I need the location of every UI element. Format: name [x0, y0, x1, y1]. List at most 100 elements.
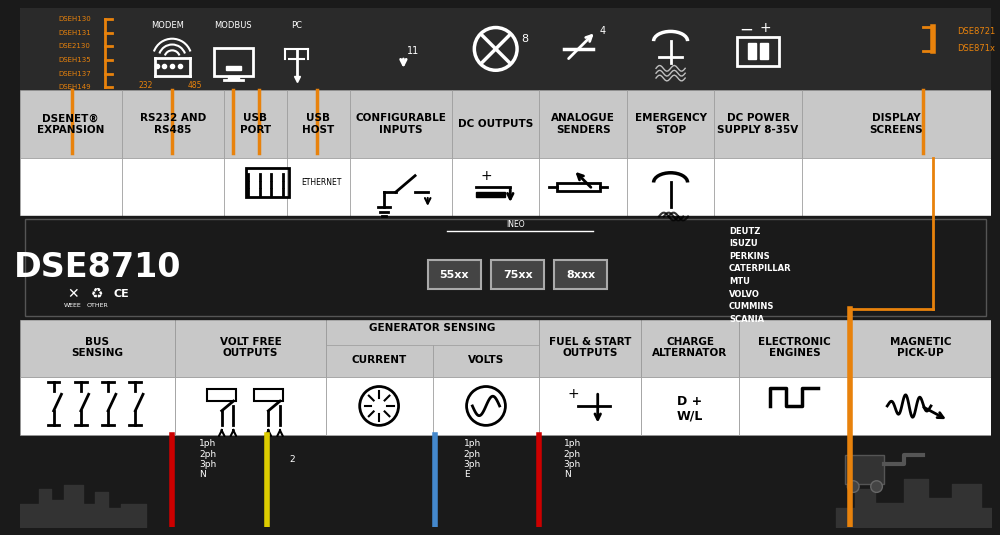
Text: ISUZU: ISUZU	[729, 239, 758, 248]
Bar	[627, 158, 714, 217]
Text: PERKINS: PERKINS	[729, 252, 770, 261]
Bar	[641, 318, 739, 377]
Text: GENERATOR SENSING: GENERATOR SENSING	[369, 323, 496, 333]
Bar	[428, 260, 481, 289]
Text: ANALOGUE
SENDERS: ANALOGUE SENDERS	[551, 113, 615, 135]
Bar	[739, 318, 850, 377]
Text: RS232 AND
RS485: RS232 AND RS485	[140, 113, 206, 135]
Text: FUEL & START
OUTPUTS: FUEL & START OUTPUTS	[549, 337, 632, 358]
Bar	[641, 377, 739, 435]
Text: MODBUS: MODBUS	[215, 21, 252, 29]
Text: CURRENT: CURRENT	[351, 355, 407, 365]
Bar	[539, 377, 641, 435]
Text: DSEН130: DSEН130	[59, 16, 91, 22]
Bar	[326, 377, 539, 435]
Text: DSEН135: DSEН135	[59, 57, 91, 63]
Text: VOLT FREE
OUTPUTS: VOLT FREE OUTPUTS	[220, 337, 281, 358]
Text: DSE871x: DSE871x	[957, 44, 995, 53]
Text: ELECTRONIC
ENGINES: ELECTRONIC ENGINES	[758, 337, 831, 358]
Text: EMERGENCY
STOP: EMERGENCY STOP	[635, 113, 707, 135]
Text: SCANIA: SCANIA	[729, 315, 764, 324]
Bar	[433, 345, 539, 377]
Bar	[224, 90, 287, 158]
Bar	[452, 90, 539, 158]
Circle shape	[871, 481, 882, 492]
Bar	[452, 158, 539, 217]
Bar	[20, 7, 991, 217]
Text: +: +	[480, 169, 492, 182]
Bar	[254, 389, 283, 401]
Text: DSEН137: DSEН137	[59, 71, 91, 77]
Bar	[714, 90, 802, 158]
Bar	[246, 168, 289, 197]
Text: 1ph
2ph
3ph
N: 1ph 2ph 3ph N	[199, 439, 217, 479]
Bar	[739, 377, 850, 435]
Text: 232: 232	[139, 81, 153, 90]
Bar	[207, 389, 236, 401]
Bar	[627, 90, 714, 158]
Text: DSE8710: DSE8710	[14, 251, 181, 284]
Bar	[287, 158, 350, 217]
Bar	[557, 184, 600, 191]
Bar	[20, 7, 991, 90]
Bar	[224, 158, 287, 217]
Text: WEEE: WEEE	[64, 303, 82, 308]
Text: DEUTZ: DEUTZ	[729, 226, 760, 235]
Bar	[850, 377, 991, 435]
Circle shape	[847, 481, 859, 492]
Text: DSE2130: DSE2130	[59, 43, 90, 49]
Bar	[737, 37, 779, 66]
Bar	[20, 158, 122, 217]
Text: 8xxx: 8xxx	[566, 270, 595, 280]
Bar	[350, 90, 452, 158]
Text: W/L: W/L	[677, 409, 703, 422]
Text: +: +	[568, 387, 579, 401]
Text: 485: 485	[187, 81, 202, 90]
Text: OTHER: OTHER	[86, 303, 108, 308]
Text: CUMMINS: CUMMINS	[729, 302, 774, 311]
Bar	[350, 158, 452, 217]
Bar	[850, 318, 991, 377]
Bar	[539, 318, 641, 377]
Bar	[539, 90, 627, 158]
Bar	[20, 217, 991, 318]
Bar	[802, 158, 991, 217]
Text: 8: 8	[521, 34, 528, 44]
Bar	[802, 90, 991, 158]
Bar	[539, 158, 627, 217]
Bar	[20, 90, 122, 158]
Text: 4: 4	[600, 26, 606, 36]
Bar	[122, 90, 224, 158]
Bar	[476, 192, 505, 197]
Text: MODEM: MODEM	[151, 21, 184, 29]
Bar	[25, 219, 986, 316]
Bar	[175, 377, 326, 435]
Text: +: +	[760, 20, 772, 35]
Text: 55xx: 55xx	[440, 270, 469, 280]
Bar	[326, 345, 433, 377]
Bar	[20, 377, 175, 435]
Bar	[326, 377, 433, 435]
Text: USB
PORT: USB PORT	[240, 113, 271, 135]
Text: INEO: INEO	[506, 220, 524, 229]
Text: 2: 2	[290, 455, 295, 464]
Text: BUS
SENSING: BUS SENSING	[71, 337, 123, 358]
Text: CHARGE
ALTERNATOR: CHARGE ALTERNATOR	[652, 337, 728, 358]
Bar	[845, 455, 884, 484]
Text: 11: 11	[407, 47, 419, 56]
Bar	[228, 75, 239, 80]
Text: MTU: MTU	[729, 277, 750, 286]
Bar	[554, 260, 607, 289]
Bar	[748, 43, 756, 59]
Bar	[433, 377, 539, 435]
Text: D +: D +	[677, 395, 703, 408]
Text: 1ph
2ph
3ph
N: 1ph 2ph 3ph N	[564, 439, 581, 479]
Text: 1ph
2ph
3ph
E: 1ph 2ph 3ph E	[464, 439, 481, 479]
Text: ♻: ♻	[91, 287, 104, 301]
Text: CONFIGURABLE
INPUTS: CONFIGURABLE INPUTS	[356, 113, 446, 135]
Text: VOLVO: VOLVO	[729, 290, 760, 299]
Text: PC: PC	[291, 21, 302, 29]
Bar	[714, 158, 802, 217]
Text: USB
HOST: USB HOST	[302, 113, 335, 135]
Bar	[122, 158, 224, 217]
